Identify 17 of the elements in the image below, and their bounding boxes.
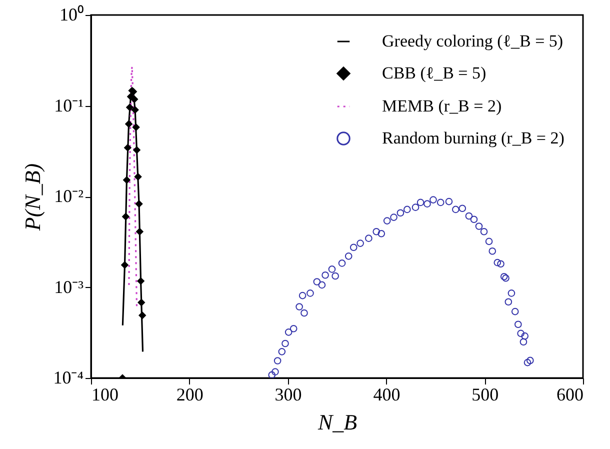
x-tick-label: 400 xyxy=(373,384,400,404)
legend-label: MEMB (r_B = 2) xyxy=(382,96,502,116)
legend-label: CBB (ℓ_B = 5) xyxy=(382,64,486,82)
x-tick-label: 200 xyxy=(176,384,204,404)
y-tick-label: 10⁻¹ xyxy=(54,95,84,116)
y-tick-label: 10⁰ xyxy=(60,4,84,24)
y-axis-title: P(N_B) xyxy=(20,163,46,232)
y-tick-label: 10⁻³ xyxy=(54,276,84,297)
x-tick-label: 300 xyxy=(274,384,302,404)
x-axis-title: N_B xyxy=(316,410,358,434)
x-tick-label: 600 xyxy=(556,384,584,404)
legend-label: Random burning (r_B = 2) xyxy=(382,128,564,148)
y-tick-label: 10⁻² xyxy=(54,186,84,206)
y-tick-label: 10⁻⁴ xyxy=(53,368,84,388)
legend-label: Greedy coloring (ℓ_B = 5) xyxy=(382,32,564,50)
x-tick-label: 100 xyxy=(92,384,118,404)
x-tick-label: 500 xyxy=(472,384,499,404)
